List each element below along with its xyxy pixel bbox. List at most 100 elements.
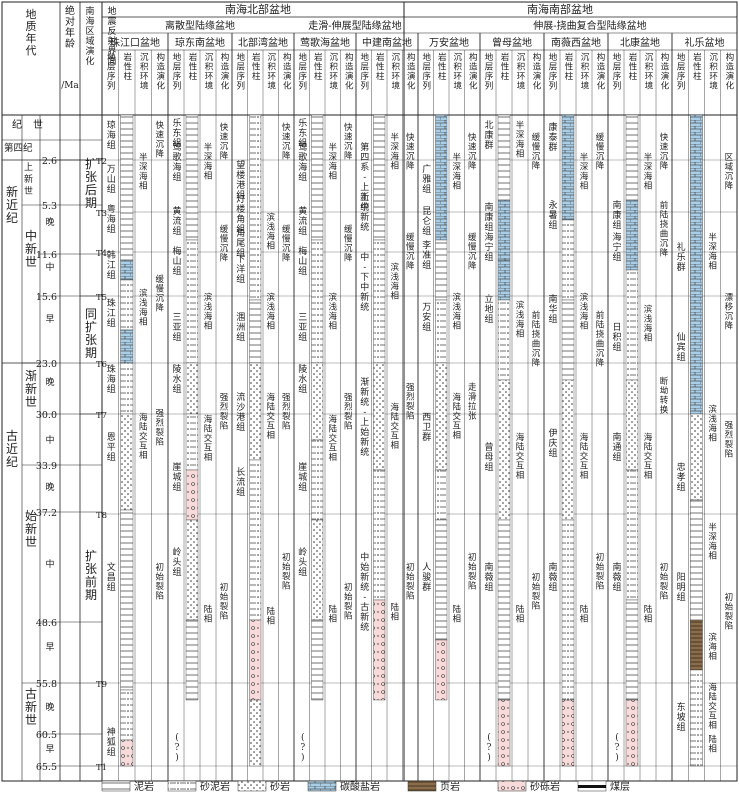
svg-text:组: 组 bbox=[484, 581, 493, 593]
basin-title-nanweixi: 南薇西盆地 bbox=[551, 36, 601, 49]
svg-text:岩: 岩 bbox=[438, 52, 447, 63]
svg-text:地: 地 bbox=[484, 303, 493, 315]
svg-text:沉: 沉 bbox=[660, 152, 669, 162]
svg-text:南: 南 bbox=[612, 431, 621, 443]
svg-text:伊: 伊 bbox=[548, 427, 557, 439]
lith-beikang-4 bbox=[625, 469, 639, 601]
strata-wanan-0: 广雅组 bbox=[422, 163, 431, 195]
svg-text:相: 相 bbox=[644, 614, 653, 625]
svg-text:陆: 陆 bbox=[708, 692, 717, 703]
env-qiongdongnan-3: 陆相 bbox=[204, 604, 213, 625]
subgroup-1: 离散型陆缘盆地 bbox=[165, 19, 235, 32]
svg-text:陆: 陆 bbox=[532, 320, 541, 331]
svg-text:南: 南 bbox=[612, 199, 621, 211]
svg-text:亚: 亚 bbox=[298, 322, 307, 333]
svg-text:半: 半 bbox=[452, 152, 461, 163]
svg-text:海: 海 bbox=[266, 231, 275, 242]
env-beikang-3: 陆相 bbox=[644, 604, 653, 625]
svg-text:化: 化 bbox=[156, 81, 165, 92]
basin-title-beibuwan: 北部湾盆地 bbox=[238, 36, 288, 49]
svg-text:造: 造 bbox=[533, 62, 542, 73]
svg-text:构: 构 bbox=[345, 52, 354, 63]
svg-text:境: 境 bbox=[453, 81, 462, 92]
svg-text:港: 港 bbox=[236, 179, 245, 191]
svg-text:挠: 挠 bbox=[596, 329, 605, 340]
svg-text:半: 半 bbox=[390, 132, 399, 143]
seismic-T4: T4 bbox=[96, 249, 107, 259]
svg-text:初: 初 bbox=[220, 582, 229, 593]
svg-text:新: 新 bbox=[25, 241, 37, 256]
svg-text:日: 日 bbox=[612, 322, 621, 333]
svg-text:立: 立 bbox=[484, 293, 493, 305]
svg-text:相: 相 bbox=[266, 321, 275, 332]
svg-text:造: 造 bbox=[469, 62, 478, 73]
svg-text:上: 上 bbox=[360, 417, 369, 428]
svg-text:始: 始 bbox=[532, 582, 541, 593]
svg-text:柱: 柱 bbox=[438, 71, 447, 82]
svg-text:相: 相 bbox=[644, 181, 653, 192]
svg-text:海: 海 bbox=[452, 392, 461, 403]
svg-text:强: 强 bbox=[344, 393, 353, 403]
svg-text:组: 组 bbox=[548, 219, 557, 231]
svg-text:境: 境 bbox=[391, 81, 400, 92]
svg-text:性: 性 bbox=[693, 62, 702, 73]
svg-text:尾: 尾 bbox=[236, 238, 245, 249]
lith-beikang-6 bbox=[625, 699, 639, 767]
svg-text:断: 断 bbox=[660, 376, 669, 387]
svg-text:组: 组 bbox=[422, 259, 431, 271]
svg-text:前: 前 bbox=[660, 200, 669, 211]
legend-label-0: 泥岩 bbox=[134, 780, 154, 793]
svg-text:粤: 粤 bbox=[107, 203, 116, 215]
svg-text:快: 快 bbox=[155, 120, 164, 131]
svg-text:统: 统 bbox=[360, 396, 369, 408]
svg-text:组: 组 bbox=[298, 566, 307, 578]
svg-text:沉: 沉 bbox=[140, 53, 149, 63]
svg-text:地: 地 bbox=[298, 52, 307, 63]
lith-zhongjiannan-3 bbox=[373, 469, 386, 601]
svg-text:沉: 沉 bbox=[155, 294, 164, 304]
svg-text:三: 三 bbox=[298, 313, 307, 323]
svg-text:化: 化 bbox=[221, 81, 230, 92]
svg-text:交: 交 bbox=[266, 411, 275, 422]
strata-wanan-2: 李准组 bbox=[422, 239, 431, 271]
svg-text:滨: 滨 bbox=[708, 404, 717, 415]
svg-text:海: 海 bbox=[516, 319, 525, 330]
seismic-T3: T3 bbox=[96, 209, 107, 219]
svg-text:降: 降 bbox=[344, 253, 353, 264]
svg-text:快: 快 bbox=[660, 132, 669, 143]
svg-text:陷: 陷 bbox=[155, 591, 164, 602]
svg-text:海: 海 bbox=[516, 139, 525, 150]
svg-text:新: 新 bbox=[360, 386, 369, 398]
svg-text:半: 半 bbox=[580, 152, 589, 163]
svg-text:互: 互 bbox=[266, 422, 275, 432]
svg-text:歌: 歌 bbox=[172, 151, 181, 163]
lith-wanan-0 bbox=[435, 114, 448, 241]
svg-text:近: 近 bbox=[6, 198, 18, 212]
basin-title-zhongjiannan: 中建南盆地 bbox=[362, 36, 412, 49]
svg-text:曲: 曲 bbox=[596, 339, 605, 350]
svg-text:序: 序 bbox=[613, 71, 622, 82]
svg-text:环: 环 bbox=[391, 72, 400, 82]
age-tick-3: 15.6 bbox=[36, 292, 57, 303]
svg-text:海: 海 bbox=[107, 129, 116, 141]
svg-text:半: 半 bbox=[644, 152, 653, 163]
svg-text:积: 积 bbox=[709, 62, 718, 73]
strata-zhujiangkou-8: 神狐组 bbox=[107, 726, 116, 758]
svg-text:组: 组 bbox=[298, 331, 307, 343]
svg-text:列: 列 bbox=[298, 81, 307, 92]
svg-text:年: 年 bbox=[26, 31, 37, 45]
strata-zengmu-1: 南康组 bbox=[484, 201, 493, 233]
svg-text:组: 组 bbox=[677, 481, 686, 493]
svg-text:渐: 渐 bbox=[25, 369, 37, 383]
svg-text:组: 组 bbox=[612, 341, 621, 353]
svg-text:陆: 陆 bbox=[452, 604, 461, 615]
lith-qiongdongnan-5 bbox=[185, 519, 199, 621]
svg-text:沉: 沉 bbox=[282, 142, 291, 152]
lith-zhongjiannan-2 bbox=[373, 362, 386, 471]
svg-text:狐: 狐 bbox=[107, 736, 116, 748]
svg-text:年: 年 bbox=[65, 26, 75, 39]
svg-text:快: 快 bbox=[344, 122, 353, 133]
